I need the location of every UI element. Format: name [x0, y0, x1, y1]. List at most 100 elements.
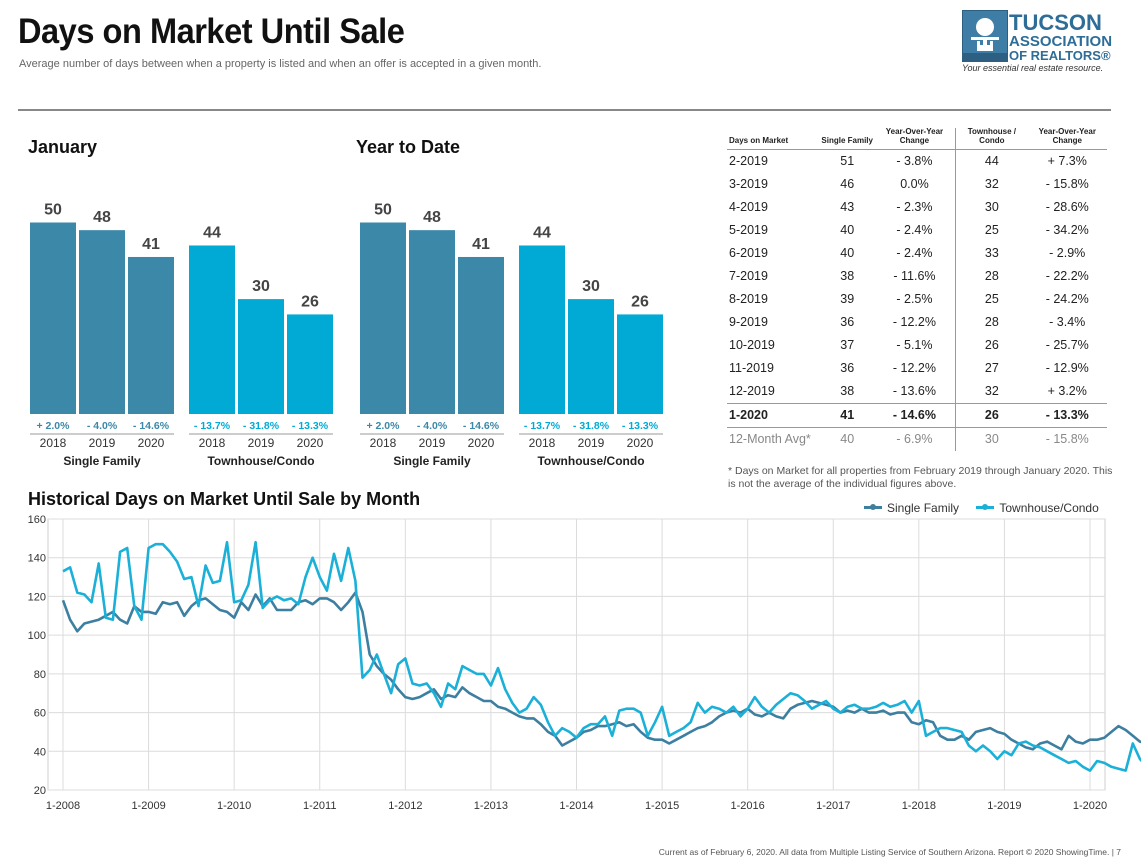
table-cell: - 15.8%	[1045, 177, 1089, 192]
bar-value-label: 41	[472, 236, 490, 253]
bar	[189, 245, 235, 414]
table-cell: - 2.3%	[873, 195, 957, 219]
y-tick-label: 60	[34, 708, 46, 720]
table-cell: 40	[840, 223, 855, 238]
table-row: 1-2020 41- 14.6% 26- 13.3%	[727, 402, 1107, 428]
table-cell: 25	[984, 223, 999, 238]
table-cell: 3-2019	[729, 177, 768, 192]
chart-legend: Single Family Townhouse/Condo	[850, 498, 1099, 515]
table-cell: - 34.2%	[1045, 223, 1089, 238]
bar-value-label: 26	[301, 293, 319, 310]
y-tick-label: 40	[34, 746, 46, 758]
bar-change-label: - 13.7%	[194, 420, 231, 432]
table-cell: 1-2020	[727, 402, 821, 428]
table-row: 9-2019 36 - 12.2% 28 - 3.4%	[727, 310, 1107, 334]
logo-text-line1: TUCSON	[1009, 10, 1102, 35]
table-cell: - 5.1%	[873, 333, 957, 357]
table-cell: - 25.7%	[1045, 338, 1089, 353]
x-tick-label: 1-2013	[474, 800, 508, 812]
table-cell: - 12.2%	[873, 356, 957, 380]
table-cell: 28	[984, 315, 999, 330]
table-cell: 44	[984, 154, 999, 169]
days-on-market-table: Days on Market Single Family Year-Over-Y…	[727, 127, 1107, 451]
x-tick-label: 1-2014	[559, 800, 593, 812]
bar-year-label: 2019	[89, 436, 116, 450]
legend-label-single-family: Single Family	[887, 500, 960, 515]
bar-value-label: 41	[142, 236, 160, 253]
table-cell: - 3.4%	[1049, 315, 1086, 330]
table-row: 12-2019 38 - 13.6% 32 + 3.2%	[727, 379, 1107, 404]
table-cell: - 28.6%	[1045, 200, 1089, 215]
x-tick-label: 1-2018	[902, 800, 936, 812]
table-row: 10-2019 37 - 5.1% 26 - 25.7%	[727, 333, 1107, 357]
bar-change-label: - 13.3%	[292, 420, 329, 432]
bar-change-label: - 31.8%	[573, 420, 610, 432]
table-cell: 12-Month Avg*	[729, 432, 811, 447]
table-cell: 8-2019	[729, 292, 768, 307]
bar	[79, 230, 125, 414]
table-row: 4-2019 43 - 2.3% 30 - 28.6%	[727, 195, 1107, 219]
table-cell: - 14.6%	[873, 402, 957, 428]
bar-change-label: - 14.6%	[463, 420, 500, 432]
table-cell: - 6.9%	[873, 427, 957, 451]
y-tick-label: 20	[34, 785, 46, 797]
table-cell: 7-2019	[729, 269, 768, 284]
table-row: 6-2019 40 - 2.4% 33 - 2.9%	[727, 241, 1107, 265]
x-tick-label: 1-2017	[816, 800, 850, 812]
x-tick-label: 1-2015	[645, 800, 679, 812]
table-cell: 25	[984, 292, 999, 307]
table-cell: - 2.4%	[873, 241, 957, 265]
y-tick-label: 160	[28, 514, 46, 526]
bar-year-label: 2020	[468, 436, 495, 450]
bar-change-label: - 14.6%	[133, 420, 170, 432]
table-header-single-family: Single Family	[820, 128, 874, 150]
table-cell: 9-2019	[729, 315, 768, 330]
bar-change-label: - 31.8%	[243, 420, 280, 432]
table-cell: - 15.8%	[1045, 432, 1089, 447]
table-cell: - 2.5%	[873, 287, 957, 311]
table-row: 11-2019 36 - 12.2% 27 - 12.9%	[727, 356, 1107, 380]
table-row: 2-2019 51 - 3.8% 44 + 7.3%	[727, 149, 1107, 173]
bar-year-label: 2018	[529, 436, 556, 450]
bar-group-label: Townhouse/Condo	[207, 454, 314, 468]
bar	[519, 245, 565, 414]
table-cell: 0.0%	[873, 172, 957, 196]
table-cell: 28	[984, 269, 999, 284]
bar	[568, 299, 614, 414]
table-cell: 40	[840, 246, 855, 261]
y-tick-label: 140	[28, 553, 46, 565]
table-cell: - 13.6%	[873, 379, 957, 404]
table-row: 5-2019 40 - 2.4% 25 - 34.2%	[727, 218, 1107, 242]
x-tick-label: 1-2012	[388, 800, 422, 812]
x-tick-label: 1-2008	[46, 800, 80, 812]
table-cell: 10-2019	[729, 338, 775, 353]
header-divider	[18, 109, 1111, 111]
x-tick-label: 1-2020	[1073, 800, 1107, 812]
bar	[458, 256, 504, 414]
table-cell: 33	[984, 246, 999, 261]
y-tick-label: 80	[34, 669, 46, 681]
bar-year-label: 2020	[627, 436, 654, 450]
bar-year-label: 2018	[370, 436, 397, 450]
table-cell: 12-2019	[729, 384, 775, 399]
table-cell: - 11.6%	[873, 264, 957, 288]
table-row: 7-2019 38 - 11.6% 28 - 22.2%	[727, 264, 1107, 288]
bar	[617, 314, 663, 414]
x-tick-label: 1-2019	[987, 800, 1021, 812]
table-cell: 26	[955, 402, 1028, 428]
table-cell: 38	[840, 384, 855, 399]
x-tick-label: 1-2016	[731, 800, 765, 812]
bar-value-label: 50	[374, 202, 392, 219]
ytd-chart-title: Year to Date	[356, 137, 461, 157]
table-cell: - 12.2%	[873, 310, 957, 334]
legend-item-townhouse: Townhouse/Condo	[976, 501, 1099, 515]
bar-value-label: 30	[582, 278, 600, 295]
table-cell: - 3.8%	[873, 149, 957, 173]
table-cell: - 12.9%	[1045, 361, 1089, 376]
logo-emblem-icon	[962, 10, 1008, 62]
ytd-bar-chart: 50 + 2.0% 2018 48 - 4.0% 2019 41 - 14.6% 2020 Sin…	[360, 202, 663, 468]
logo-text-line2: ASSOCIATION	[1009, 33, 1113, 50]
page-subtitle: Average number of days between when a pr…	[19, 58, 542, 70]
table-cell: 30	[984, 432, 999, 447]
table-row: 3-2019 46 0.0% 32 - 15.8%	[727, 172, 1107, 196]
